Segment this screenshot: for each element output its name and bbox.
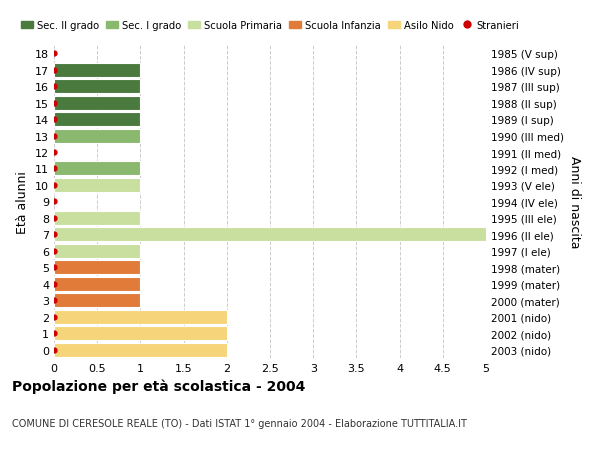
Bar	[54, 179, 140, 192]
Text: COMUNE DI CERESOLE REALE (TO) - Dati ISTAT 1° gennaio 2004 - Elaborazione TUTTIT: COMUNE DI CERESOLE REALE (TO) - Dati IST…	[12, 418, 467, 428]
Bar	[54, 343, 227, 357]
Bar	[54, 113, 140, 127]
Bar	[54, 228, 486, 242]
Bar	[54, 96, 140, 110]
Y-axis label: Anni di nascita: Anni di nascita	[568, 156, 581, 248]
Bar	[54, 212, 140, 225]
Bar	[54, 63, 140, 78]
Bar	[54, 129, 140, 143]
Bar	[54, 162, 140, 176]
Bar	[54, 326, 227, 341]
Bar	[54, 80, 140, 94]
Bar	[54, 261, 140, 274]
Text: Popolazione per età scolastica - 2004: Popolazione per età scolastica - 2004	[12, 379, 305, 393]
Y-axis label: Età alunni: Età alunni	[16, 171, 29, 233]
Bar	[54, 294, 140, 308]
Bar	[54, 310, 227, 324]
Bar	[54, 244, 140, 258]
Legend: Sec. II grado, Sec. I grado, Scuola Primaria, Scuola Infanzia, Asilo Nido, Stran: Sec. II grado, Sec. I grado, Scuola Prim…	[17, 17, 523, 35]
Bar	[54, 277, 140, 291]
